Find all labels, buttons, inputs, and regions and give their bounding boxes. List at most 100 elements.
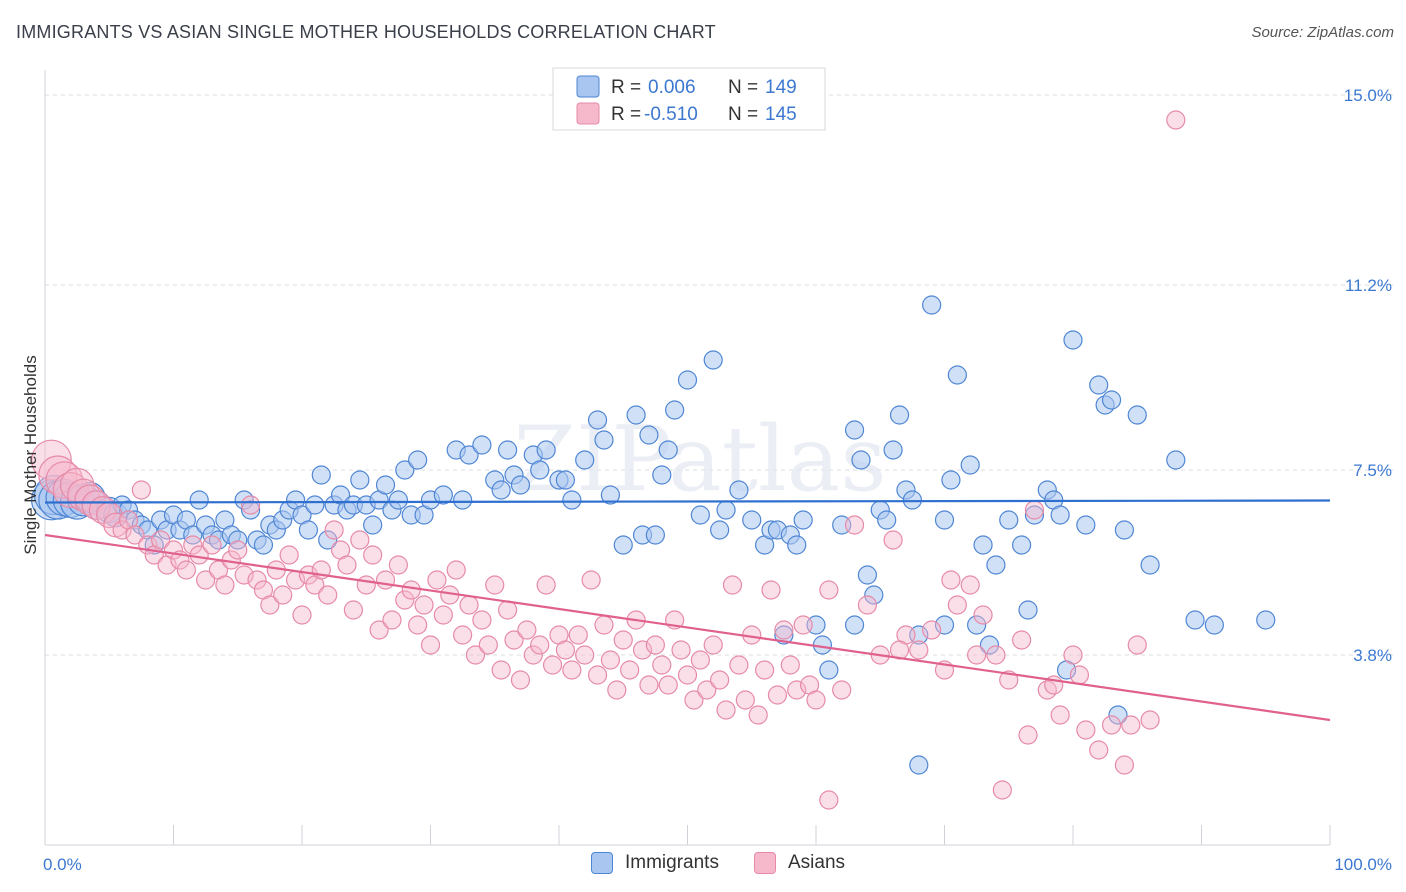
- data-point: [465, 645, 486, 665]
- data-point: [857, 565, 878, 585]
- data-point: [555, 470, 576, 490]
- data-point: [947, 365, 967, 385]
- data-point: [375, 570, 396, 590]
- data-point: [491, 480, 511, 500]
- data-point: [388, 555, 408, 575]
- data-point: [38, 455, 78, 495]
- legend-swatch-asians: [576, 102, 600, 125]
- data-point: [639, 425, 659, 445]
- data-point: [542, 655, 563, 675]
- data-point: [273, 585, 293, 605]
- trend-line: [44, 499, 1331, 504]
- data-point: [1037, 680, 1057, 700]
- data-point: [1127, 635, 1147, 655]
- data-point: [1089, 375, 1109, 395]
- data-point: [433, 605, 453, 625]
- data-point: [318, 530, 338, 550]
- data-point: [1256, 610, 1276, 630]
- bottom-legend-asians: Asians: [754, 852, 845, 874]
- data-point: [857, 595, 878, 615]
- data-point: [241, 500, 261, 520]
- data-point: [774, 620, 794, 640]
- data-point: [555, 640, 576, 660]
- bottom-legend: Immigrants Asians: [0, 852, 1406, 878]
- data-point: [710, 670, 730, 690]
- legend-r-label: R =: [611, 77, 641, 98]
- data-point: [536, 440, 556, 460]
- data-point: [1114, 520, 1135, 540]
- x-tick-labels: 0.0% 100.0%: [43, 855, 1392, 874]
- data-point: [45, 461, 84, 499]
- data-point: [1204, 615, 1224, 635]
- data-point: [1050, 505, 1070, 525]
- data-point: [941, 470, 961, 490]
- data-point: [986, 555, 1006, 575]
- data-point: [1185, 610, 1205, 630]
- data-point: [729, 655, 749, 675]
- data-point: [613, 630, 633, 650]
- source-label: Source: ZipAtlas.com: [1251, 24, 1394, 41]
- data-point: [883, 440, 903, 460]
- data-point: [530, 460, 550, 480]
- data-point: [909, 640, 929, 660]
- data-point: [626, 405, 646, 425]
- data-point: [1076, 515, 1096, 535]
- data-point: [472, 610, 492, 630]
- data-point: [690, 650, 710, 670]
- data-point: [967, 615, 987, 635]
- data-point: [1166, 450, 1186, 470]
- data-point: [1121, 715, 1141, 735]
- legend-swatch-asians: [754, 852, 776, 874]
- data-point: [754, 660, 775, 680]
- data-point: [992, 780, 1012, 800]
- data-point: [408, 615, 428, 635]
- data-point: [350, 530, 370, 550]
- bottom-legend-immigrants: Immigrants: [591, 852, 719, 874]
- data-point: [883, 530, 903, 550]
- data-point: [196, 570, 216, 590]
- data-point: [1050, 705, 1070, 725]
- legend-swatch-immigrants: [576, 75, 600, 98]
- data-point: [979, 635, 1000, 655]
- data-point: [716, 500, 736, 520]
- data-point: [363, 515, 383, 535]
- data-point: [960, 455, 980, 475]
- data-point: [844, 615, 865, 635]
- data-point: [684, 690, 704, 710]
- data-point: [902, 490, 922, 510]
- data-point: [395, 460, 415, 480]
- data-point: [420, 635, 441, 655]
- data-point: [183, 525, 203, 545]
- data-point: [52, 472, 89, 509]
- legend-n-value: 149: [765, 77, 797, 98]
- legend-swatch-immigrants: [591, 852, 613, 874]
- legend-n-label: N =: [728, 77, 758, 98]
- data-point: [922, 295, 942, 315]
- data-point: [922, 620, 942, 640]
- data-point: [575, 450, 595, 470]
- data-point: [658, 440, 678, 460]
- data-point: [1101, 390, 1122, 410]
- data-point: [343, 600, 363, 620]
- data-point: [562, 490, 582, 510]
- data-point: [375, 475, 396, 495]
- data-point: [716, 700, 736, 720]
- data-point: [639, 675, 659, 695]
- data-point: [31, 439, 72, 481]
- data-point: [1140, 710, 1160, 730]
- data-point: [581, 570, 601, 590]
- data-point: [973, 605, 993, 625]
- data-point: [575, 645, 595, 665]
- data-point: [453, 625, 473, 645]
- legend-r-value: 0.006: [648, 77, 696, 98]
- y-tick-label: 15.0%: [1344, 86, 1392, 105]
- data-point: [292, 605, 312, 625]
- data-point: [941, 570, 961, 590]
- data-point: [311, 465, 331, 485]
- data-point: [247, 570, 267, 590]
- data-point: [498, 600, 518, 620]
- data-point: [806, 690, 826, 710]
- data-point: [459, 445, 479, 465]
- data-point: [382, 610, 402, 630]
- data-point: [395, 590, 415, 610]
